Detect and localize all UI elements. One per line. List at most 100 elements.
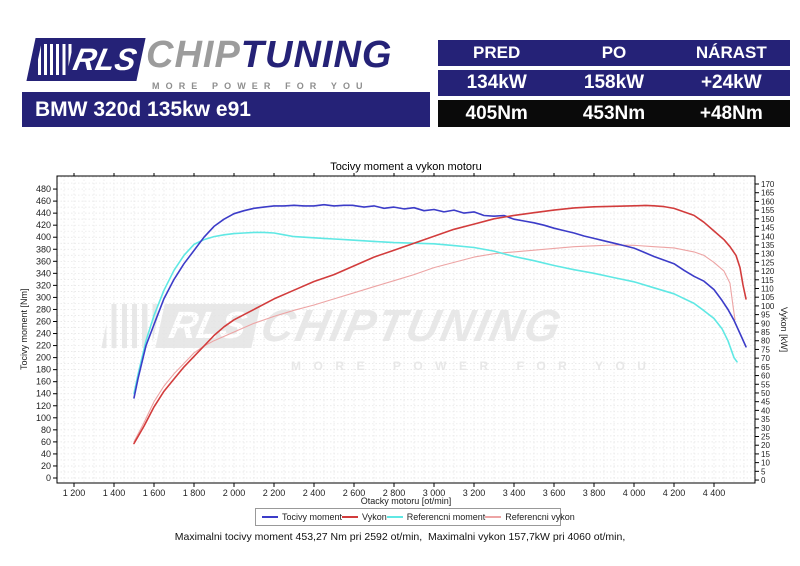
legend-swatch	[386, 516, 403, 518]
right-tick-label: 115	[761, 276, 774, 285]
results-table: PRED PO NÁRAST 134kW 158kW +24kW 405Nm 4…	[438, 40, 790, 131]
power-before: 134kW	[466, 72, 527, 93]
left-tick-label: 20	[41, 461, 51, 471]
x-tick-label: 4 200	[663, 488, 686, 498]
right-tick-label: 35	[761, 415, 770, 424]
left-tick-label: 260	[36, 316, 51, 326]
left-tick-label: 80	[41, 425, 51, 435]
left-tick-label: 40	[41, 449, 51, 459]
y-axis-left-label: Tocivy moment [Nm]	[19, 288, 29, 371]
right-tick-label: 135	[761, 241, 775, 250]
curve-tocivy-moment	[133, 203, 747, 399]
right-tick-label: 155	[761, 206, 775, 215]
curve-referencni-vykon	[133, 244, 736, 443]
chip-text: CHIP	[146, 34, 241, 76]
left-tick-label: 100	[36, 413, 51, 423]
curve-vykon	[133, 204, 747, 445]
legend-item-tocivy-moment: Tocivy moment	[262, 512, 342, 522]
plot-canvas: 1 200 1 400 1 600 1 800 2 000 2 200 2 400 2 600…	[36, 173, 775, 498]
legend-swatch	[262, 516, 278, 518]
x-tick-label: 3 400	[503, 488, 526, 498]
x-tick-label: 2 800	[383, 488, 406, 498]
x-tick-label: 2 000	[223, 488, 246, 498]
torque-gain: +48Nm	[699, 102, 763, 124]
right-tick-label: 0	[761, 476, 766, 485]
results-header-po: PO	[601, 43, 627, 62]
right-tick-label: 160	[761, 197, 775, 206]
left-tick-label: 400	[36, 232, 51, 242]
results-header-row: PRED PO NÁRAST	[438, 40, 790, 66]
right-tick-label: 90	[761, 319, 770, 328]
brand-tagline: MORE POWER FOR YOU	[152, 81, 369, 91]
chart-title: Tocivy moment a vykon motoru	[330, 161, 482, 173]
plot-border	[56, 175, 756, 484]
legend-label: Referencni vykon	[505, 512, 575, 522]
torque-after: 453Nm	[582, 102, 646, 124]
results-power-row: 134kW 158kW +24kW	[438, 70, 790, 96]
right-tick-label: 65	[761, 363, 770, 372]
tuning-text: TUNING	[240, 34, 393, 76]
x-tick-label: 4 000	[623, 488, 646, 498]
right-tick-label: 30	[761, 424, 770, 433]
left-tick-label: 320	[36, 280, 51, 290]
right-tick-label: 60	[761, 372, 770, 381]
right-tick-label: 110	[761, 284, 774, 293]
right-tick-label: 165	[761, 189, 775, 198]
max-values-note: Maximalni tocivy moment 453,27 Nm pri 25…	[174, 531, 626, 543]
right-tick-label: 15	[761, 450, 770, 459]
legend-swatch	[485, 516, 502, 518]
left-tick-label: 360	[36, 256, 51, 266]
legend-item-referencni-moment: Referencni moment	[386, 512, 485, 522]
left-tick-label: 160	[36, 377, 51, 387]
results-torque-row: 405Nm 453Nm +48Nm	[438, 100, 790, 127]
right-tick-label: 45	[761, 398, 770, 407]
x-tick-label: 3 200	[463, 488, 486, 498]
x-tick-label: 3 800	[583, 488, 606, 498]
right-tick-label: 50	[761, 389, 770, 398]
right-tick-label: 10	[761, 459, 770, 468]
x-tick-label: 3 000	[423, 488, 446, 498]
x-tick-label: 4 400	[703, 488, 726, 498]
right-tick-label: 95	[761, 311, 770, 320]
left-tick-label: 240	[36, 329, 51, 339]
right-tick-label: 125	[761, 258, 775, 267]
x-axis-label: Otacky motoru [ot/min]	[360, 496, 452, 506]
right-tick-label: 5	[761, 467, 766, 476]
power-gain: +24kW	[700, 72, 762, 93]
x-tick-label: 2 200	[263, 488, 286, 498]
left-tick-label: 180	[36, 365, 51, 375]
results-header-narast: NÁRAST	[695, 43, 767, 62]
chiptuning-wordmark: CHIPTUNING	[146, 34, 392, 77]
right-tick-label: 130	[761, 250, 775, 259]
right-tick-label: 20	[761, 441, 770, 450]
legend-swatch	[342, 516, 359, 518]
right-tick-label: 40	[761, 406, 770, 415]
x-tick-label: 3 600	[543, 488, 566, 498]
legend-item-referencni-vykon: Referencni vykon	[485, 512, 575, 522]
rls-logo: RLS	[26, 38, 146, 81]
x-tick-label: 1 600	[143, 488, 166, 498]
left-tick-label: 60	[41, 437, 51, 447]
right-tick-label: 105	[761, 293, 775, 302]
chart-legend: Tocivy moment Vykon Referencni moment Refer…	[255, 508, 575, 526]
dyno-chart: RLS CHIPTUNING MORE POWER FOR YOU 1 200 1…	[0, 150, 800, 566]
right-tick-label: 150	[761, 215, 775, 224]
x-tick-label: 1 400	[103, 488, 126, 498]
left-tick-label: 340	[36, 268, 51, 278]
rls-logo-text: RLS	[70, 42, 140, 77]
legend-item-vykon: Vykon	[342, 512, 387, 522]
x-tick-label: 1 800	[183, 488, 206, 498]
right-tick-label: 170	[761, 180, 775, 189]
right-tick-label: 100	[761, 302, 775, 311]
left-tick-label: 220	[36, 341, 51, 351]
x-tick-label: 1 200	[63, 488, 86, 498]
left-tick-label: 200	[36, 353, 51, 363]
right-tick-label: 120	[761, 267, 775, 276]
x-tick-label: 2 400	[303, 488, 326, 498]
left-tick-label: 480	[36, 184, 51, 194]
left-tick-label: 120	[36, 401, 51, 411]
left-tick-label: 280	[36, 304, 51, 314]
left-tick-label: 140	[36, 389, 51, 399]
legend-label: Vykon	[362, 512, 387, 522]
